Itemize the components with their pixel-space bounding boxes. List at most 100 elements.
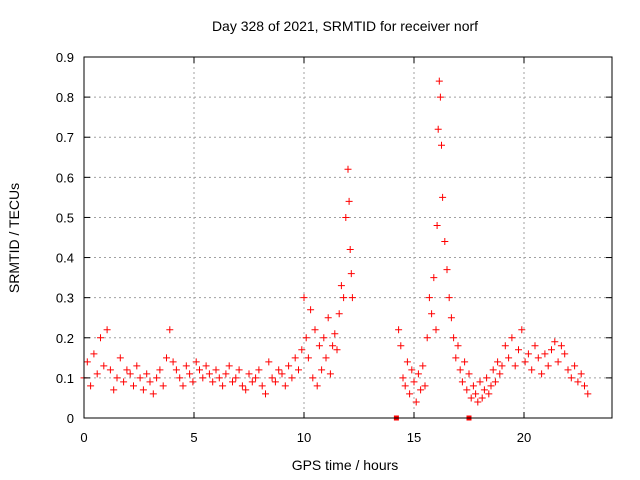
data-point xyxy=(467,394,475,402)
x-tick-label: 10 xyxy=(297,430,311,445)
chart-title: Day 328 of 2021, SRMTID for receiver nor… xyxy=(212,18,478,34)
data-point xyxy=(146,378,154,386)
data-point xyxy=(408,366,416,374)
data-point xyxy=(139,386,147,394)
data-point xyxy=(192,358,200,366)
data-point xyxy=(295,366,302,374)
data-point xyxy=(288,374,296,382)
data-point xyxy=(435,77,443,85)
data-point xyxy=(395,326,403,334)
data-point xyxy=(318,366,326,374)
data-point xyxy=(337,282,345,290)
data-point xyxy=(110,386,118,394)
data-point xyxy=(508,334,516,342)
y-tick-label: 0.9 xyxy=(56,50,74,65)
data-point xyxy=(176,374,184,382)
y-tick-label: 0.5 xyxy=(56,210,74,225)
y-axis-label: SRMTID / TECUs xyxy=(6,183,22,293)
data-point xyxy=(153,374,161,382)
y-tick-label: 0.1 xyxy=(56,371,74,386)
data-point xyxy=(425,294,433,302)
data-point xyxy=(335,310,343,318)
data-point xyxy=(344,165,352,173)
data-point xyxy=(258,382,266,390)
data-point xyxy=(189,378,197,386)
data-point xyxy=(485,390,493,398)
data-point xyxy=(478,394,486,402)
data-point xyxy=(311,326,319,334)
data-point xyxy=(423,334,431,342)
y-tick-label: 0 xyxy=(67,411,74,426)
data-point xyxy=(320,334,328,342)
data-point xyxy=(544,362,552,370)
data-point xyxy=(281,382,289,390)
data-point xyxy=(456,366,464,374)
data-point xyxy=(496,370,504,378)
data-point xyxy=(248,378,256,386)
data-point xyxy=(581,382,588,390)
data-point xyxy=(322,354,330,362)
data-point xyxy=(182,362,190,370)
data-point xyxy=(90,350,98,358)
data-point xyxy=(518,326,526,334)
data-point xyxy=(551,338,559,346)
data-point xyxy=(149,390,157,398)
data-point xyxy=(116,354,124,362)
data-point xyxy=(458,378,466,386)
y-tick-label: 0.7 xyxy=(56,130,74,145)
data-point xyxy=(483,374,491,382)
y-tick-label: 0.3 xyxy=(56,291,74,306)
x-axis-label: GPS time / hours xyxy=(292,457,399,473)
y-tick-label: 0.4 xyxy=(56,251,74,266)
axis-ticks: 0 0.1 0.2 0.3 0.4 0.5 0.6 0.7 0.8 0.9 0 5 10 15 20 xyxy=(56,50,612,445)
data-point xyxy=(215,374,223,382)
data-point xyxy=(222,370,230,378)
data-point xyxy=(412,398,420,406)
data-point xyxy=(333,346,341,354)
data-point xyxy=(538,370,546,378)
data-point xyxy=(406,390,414,398)
data-point xyxy=(313,382,321,390)
data-point xyxy=(186,370,194,378)
data-point xyxy=(419,362,427,370)
data-point xyxy=(447,314,455,322)
data-point xyxy=(505,354,513,362)
data-point xyxy=(561,350,569,358)
data-point xyxy=(403,358,411,366)
data-point xyxy=(93,370,101,378)
data-point xyxy=(271,378,279,386)
data-point xyxy=(285,362,293,370)
data-point xyxy=(436,93,444,101)
data-point xyxy=(265,358,273,366)
data-point xyxy=(417,386,425,394)
data-point xyxy=(143,370,151,378)
data-point xyxy=(511,362,519,370)
data-point xyxy=(309,374,317,382)
data-point xyxy=(347,270,355,278)
data-point xyxy=(498,362,506,370)
data-point xyxy=(106,366,114,374)
data-point xyxy=(166,326,174,334)
y-tick-label: 0.8 xyxy=(56,90,74,105)
data-point xyxy=(83,358,91,366)
y-tick-label: 0.2 xyxy=(56,331,74,346)
data-point xyxy=(103,326,111,334)
data-point xyxy=(346,246,354,254)
data-point xyxy=(329,342,337,350)
data-point xyxy=(439,193,447,201)
data-point xyxy=(491,378,499,386)
data-point xyxy=(232,374,240,382)
x-tick-label: 15 xyxy=(407,430,421,445)
data-point xyxy=(548,346,555,354)
data-point xyxy=(136,374,144,382)
data-point xyxy=(461,358,469,366)
data-point xyxy=(531,342,539,350)
data-point xyxy=(445,294,453,302)
data-point xyxy=(225,362,233,370)
data-point xyxy=(196,366,203,374)
data-point xyxy=(268,374,276,382)
data-point xyxy=(120,378,128,386)
data-point xyxy=(199,374,207,382)
data-point xyxy=(430,274,438,282)
